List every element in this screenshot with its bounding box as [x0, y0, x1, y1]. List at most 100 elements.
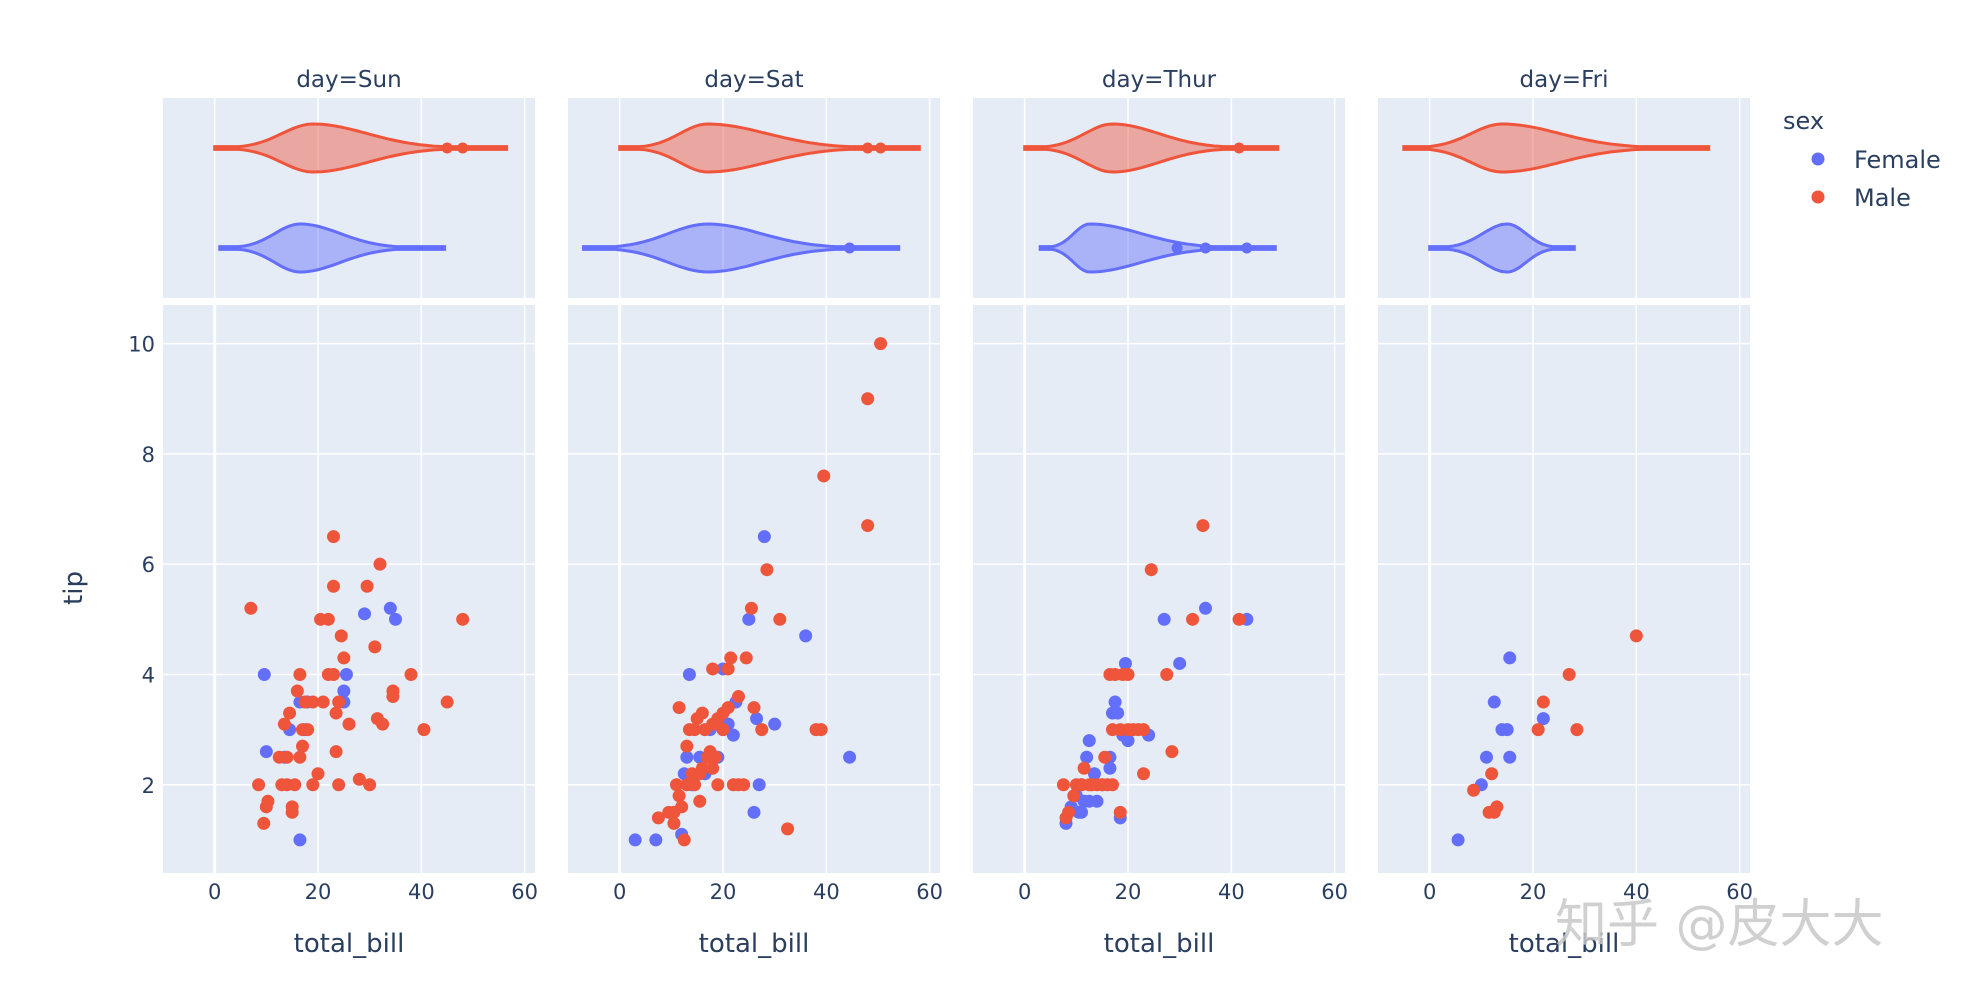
scatter-point-male[interactable] [1186, 612, 1200, 626]
scatter-point-male[interactable] [1629, 629, 1643, 643]
scatter-point-male[interactable] [1467, 783, 1481, 797]
legend-entry-female[interactable]: Female [1854, 146, 1941, 174]
scatter-point-male[interactable] [1098, 750, 1112, 764]
scatter-point-female[interactable] [1087, 767, 1101, 781]
scatter-point-male[interactable] [739, 651, 753, 665]
scatter-point-male[interactable] [285, 800, 299, 814]
scatter-point-female[interactable] [750, 712, 764, 726]
scatter-point-female[interactable] [628, 833, 642, 847]
scatter-point-male[interactable] [327, 530, 340, 544]
scatter-point-male[interactable] [329, 706, 343, 720]
scatter-point-male[interactable] [1570, 723, 1584, 737]
scatter-point-male[interactable] [680, 739, 694, 753]
scatter-point-female[interactable] [293, 833, 307, 847]
violin-outlier-point[interactable] [1233, 142, 1245, 154]
scatter-point-male[interactable] [352, 772, 366, 786]
scatter-point-female[interactable] [1121, 734, 1135, 748]
scatter-point-male[interactable] [363, 778, 377, 792]
scatter-point-male[interactable] [332, 778, 346, 792]
scatter-point-male[interactable] [1137, 723, 1150, 737]
scatter-point-female[interactable] [257, 667, 271, 681]
scatter-point-male[interactable] [373, 557, 387, 571]
scatter-point-male[interactable] [781, 822, 795, 836]
scatter-point-female[interactable] [1487, 695, 1501, 709]
scatter-point-male[interactable] [651, 811, 665, 825]
scatter-point-male[interactable] [404, 667, 418, 681]
violin-outlier-point[interactable] [457, 142, 469, 154]
scatter-point-female[interactable] [1118, 656, 1132, 670]
scatter-point-male[interactable] [257, 816, 271, 830]
scatter-point-male[interactable] [1056, 778, 1070, 792]
scatter-point-female[interactable] [337, 684, 351, 698]
scatter-point-male[interactable] [456, 612, 470, 626]
scatter-point-male[interactable] [874, 337, 888, 351]
scatter-point-female[interactable] [358, 607, 371, 621]
scatter-point-male[interactable] [1232, 612, 1246, 626]
scatter-point-male[interactable] [695, 706, 709, 720]
legend-marker-female[interactable] [1811, 152, 1825, 166]
scatter-point-male[interactable] [440, 695, 454, 709]
violin-outlier-point[interactable] [875, 142, 887, 154]
scatter-point-male[interactable] [1196, 519, 1210, 533]
scatter-point-male[interactable] [1531, 723, 1545, 737]
violin-female[interactable] [1038, 222, 1277, 274]
scatter-point-female[interactable] [1075, 805, 1088, 819]
scatter-point-male[interactable] [677, 833, 691, 847]
scatter-point-male[interactable] [861, 392, 875, 406]
scatter-point-male[interactable] [814, 723, 828, 737]
scatter-point-female[interactable] [1103, 761, 1117, 775]
scatter-point-female[interactable] [383, 601, 397, 615]
scatter-point-male[interactable] [1106, 778, 1119, 792]
scatter-point-male[interactable] [327, 667, 340, 681]
scatter-point-male[interactable] [721, 701, 735, 715]
scatter-point-male[interactable] [280, 750, 294, 764]
violin-male[interactable] [1023, 122, 1280, 174]
scatter-point-female[interactable] [1090, 794, 1104, 808]
scatter-point-male[interactable] [675, 800, 689, 814]
scatter-point-male[interactable] [337, 651, 351, 665]
scatter-point-female[interactable] [799, 629, 813, 643]
scatter-point-male[interactable] [277, 717, 291, 731]
scatter-point-male[interactable] [252, 778, 266, 792]
scatter-point-female[interactable] [742, 612, 756, 626]
scatter-point-female[interactable] [259, 745, 273, 759]
scatter-point-male[interactable] [672, 789, 686, 803]
scatter-point-male[interactable] [283, 706, 297, 720]
scatter-point-male[interactable] [670, 778, 683, 792]
scatter-point-male[interactable] [1165, 745, 1179, 759]
scatter-point-female[interactable] [1503, 651, 1517, 665]
scatter-point-male[interactable] [1062, 805, 1076, 819]
scatter-point-male[interactable] [293, 667, 307, 681]
scatter-point-male[interactable] [1121, 667, 1135, 681]
violin-outlier-point[interactable] [1171, 242, 1183, 254]
scatter-point-female[interactable] [757, 530, 771, 544]
scatter-point-male[interactable] [311, 767, 325, 781]
scatter-point-male[interactable] [1562, 667, 1576, 681]
scatter-point-male[interactable] [737, 778, 751, 792]
scatter-point-male[interactable] [1113, 805, 1127, 819]
scatter-point-male[interactable] [693, 794, 707, 808]
violin-outlier-point[interactable] [1241, 242, 1253, 254]
scatter-point-female[interactable] [768, 717, 782, 731]
scatter-point-female[interactable] [1480, 750, 1493, 764]
scatter-point-male[interactable] [306, 695, 320, 709]
scatter-point-female[interactable] [339, 667, 353, 681]
scatter-point-male[interactable] [360, 579, 374, 593]
scatter-point-female[interactable] [1080, 750, 1094, 764]
scatter-point-male[interactable] [721, 662, 735, 676]
scatter-point-female[interactable] [1503, 750, 1517, 764]
scatter-point-male[interactable] [376, 717, 390, 731]
violin-outlier-point[interactable] [862, 142, 874, 154]
scatter-point-female[interactable] [1199, 601, 1212, 615]
scatter-point-female[interactable] [1111, 706, 1125, 720]
scatter-point-female[interactable] [1500, 723, 1514, 737]
scatter-point-female[interactable] [682, 667, 696, 681]
violin-male[interactable] [213, 122, 509, 174]
violin-male[interactable] [618, 122, 921, 174]
scatter-point-male[interactable] [244, 601, 258, 615]
scatter-point-male[interactable] [744, 601, 758, 615]
scatter-point-male[interactable] [773, 612, 787, 626]
scatter-point-female[interactable] [747, 805, 761, 819]
scatter-point-male[interactable] [706, 662, 720, 676]
scatter-point-male[interactable] [1160, 667, 1174, 681]
